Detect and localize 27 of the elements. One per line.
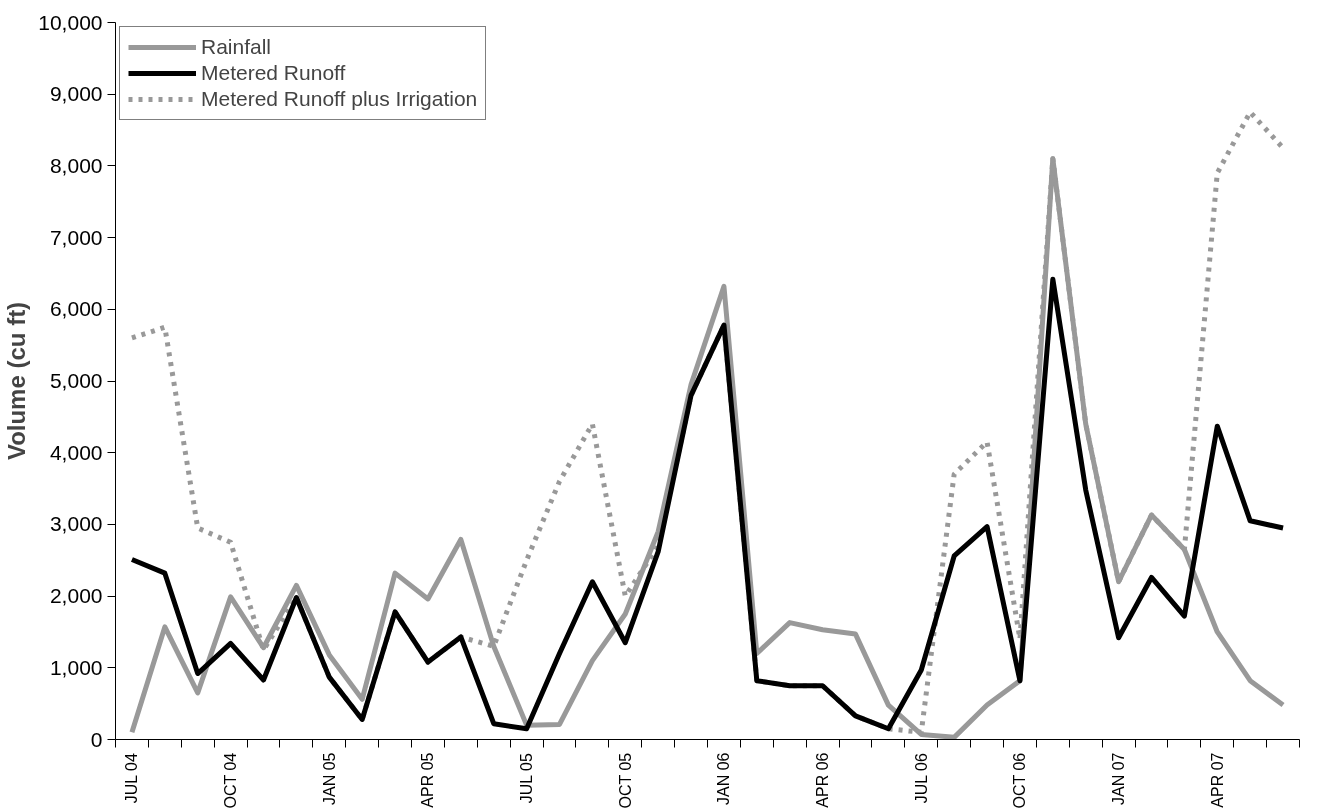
legend-label: Metered Runoff <box>201 61 346 85</box>
y-tick-label: 2,000 <box>49 584 103 608</box>
y-tick-label: 0 <box>90 727 103 751</box>
x-tick-label: APR 05 <box>419 752 437 808</box>
y-tick-label: 8,000 <box>49 153 103 177</box>
x-tick-label: APR 06 <box>814 752 832 808</box>
x-tick-label: OCT 06 <box>1011 752 1029 809</box>
x-tick-label: APR 07 <box>1208 752 1226 808</box>
x-tick-label: OCT 04 <box>222 752 240 809</box>
y-tick-label: 3,000 <box>49 512 103 536</box>
x-tick-label: JUL 04 <box>123 752 141 804</box>
x-tick-label: JUL 05 <box>518 752 536 804</box>
y-tick-label: 1,000 <box>49 655 103 679</box>
x-tick-label: JAN 06 <box>715 752 733 805</box>
y-axis-title: Volume (cu ft) <box>3 301 31 461</box>
y-tick-label: 10,000 <box>38 10 103 34</box>
y-tick-label: 7,000 <box>49 225 103 249</box>
x-tick-label: OCT 05 <box>616 752 634 809</box>
legend-label: Metered Runoff plus Irrigation <box>201 87 478 111</box>
y-tick-label: 9,000 <box>49 82 103 106</box>
x-tick-label: JUL 06 <box>912 752 930 804</box>
y-tick-label: 5,000 <box>49 369 103 392</box>
x-tick-label: JAN 07 <box>1110 752 1128 805</box>
x-tick-label: JAN 05 <box>320 752 338 805</box>
legend-label: Rainfall <box>201 35 272 59</box>
y-tick-label: 4,000 <box>49 440 103 464</box>
y-tick-label: 6,000 <box>49 297 103 321</box>
